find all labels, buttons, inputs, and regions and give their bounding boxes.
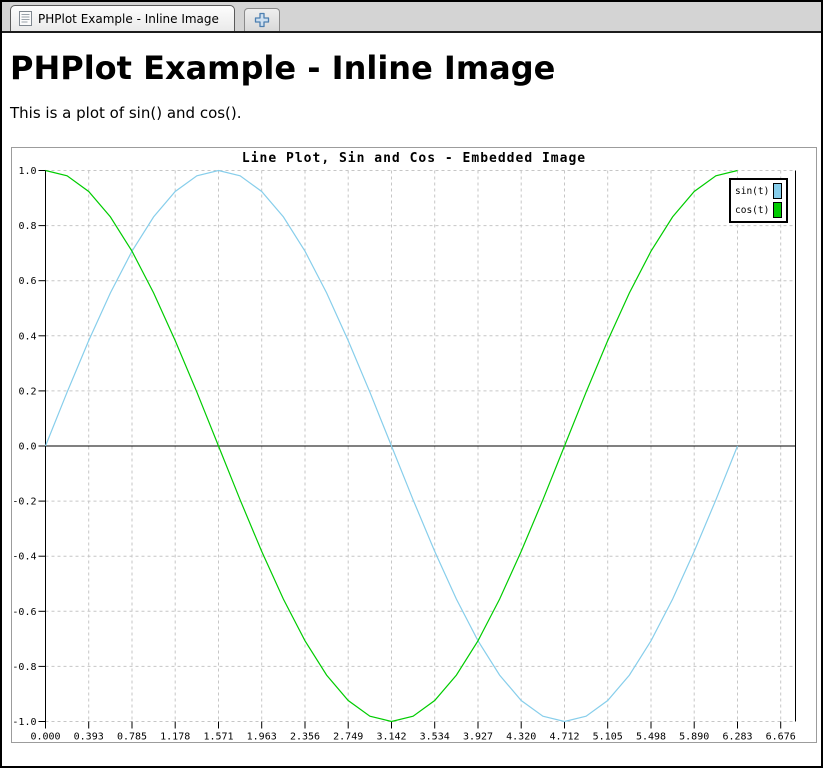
tab-bar: PHPlot Example - Inline Image [2,2,821,33]
plus-icon [254,12,270,28]
svg-text:1.963: 1.963 [247,732,277,743]
legend-label-cos: cos(t) [735,204,770,216]
svg-text:2.356: 2.356 [290,732,320,743]
svg-text:0.000: 0.000 [30,732,60,743]
chart-image: Line Plot, Sin and Cos - Embedded Image … [11,147,817,743]
legend-item-sin: sin(t) [735,183,783,199]
document-icon [19,11,32,26]
svg-text:6.283: 6.283 [722,732,752,743]
svg-text:-0.4: -0.4 [12,552,36,563]
svg-text:-0.8: -0.8 [12,662,36,673]
svg-text:5.498: 5.498 [636,732,666,743]
svg-text:0.393: 0.393 [74,732,104,743]
intro-text: This is a plot of sin() and cos(). [10,104,242,122]
svg-text:0.8: 0.8 [18,221,36,232]
svg-text:-0.2: -0.2 [12,497,36,508]
svg-text:1.0: 1.0 [18,166,36,177]
page-heading: PHPlot Example - Inline Image [10,49,556,87]
svg-text:-1.0: -1.0 [12,717,36,728]
tab-title: PHPlot Example - Inline Image [38,11,219,26]
new-tab-button[interactable] [244,8,280,31]
svg-text:-0.6: -0.6 [12,607,36,618]
legend-swatch-cos [773,202,783,218]
svg-text:0.4: 0.4 [18,331,36,342]
chart-title: Line Plot, Sin and Cos - Embedded Image [241,151,587,166]
chart-legend: sin(t) cos(t) [729,178,789,223]
svg-text:0.0: 0.0 [18,442,36,453]
svg-text:6.676: 6.676 [766,732,796,743]
svg-text:2.749: 2.749 [333,732,363,743]
svg-text:3.534: 3.534 [420,732,450,743]
legend-swatch-sin [773,183,783,199]
svg-text:1.178: 1.178 [160,732,190,743]
svg-text:5.890: 5.890 [679,732,709,743]
svg-text:3.142: 3.142 [376,732,406,743]
chart-plot-area: 1.0 0.8 0.6 0.4 0.2 0.0 -0.2 -0.4 -0.6 -0.8 -1.0 0.… [12,166,796,743]
svg-text:0.785: 0.785 [117,732,147,743]
svg-text:1.571: 1.571 [203,732,233,743]
legend-item-cos: cos(t) [735,202,783,218]
svg-text:4.320: 4.320 [506,732,536,743]
legend-label-sin: sin(t) [735,185,770,197]
svg-text:0.6: 0.6 [18,276,36,287]
svg-text:5.105: 5.105 [593,732,623,743]
tab-phplot-example[interactable]: PHPlot Example - Inline Image [10,5,235,31]
svg-text:4.712: 4.712 [549,732,579,743]
svg-text:0.2: 0.2 [18,386,36,397]
svg-text:3.927: 3.927 [463,732,493,743]
